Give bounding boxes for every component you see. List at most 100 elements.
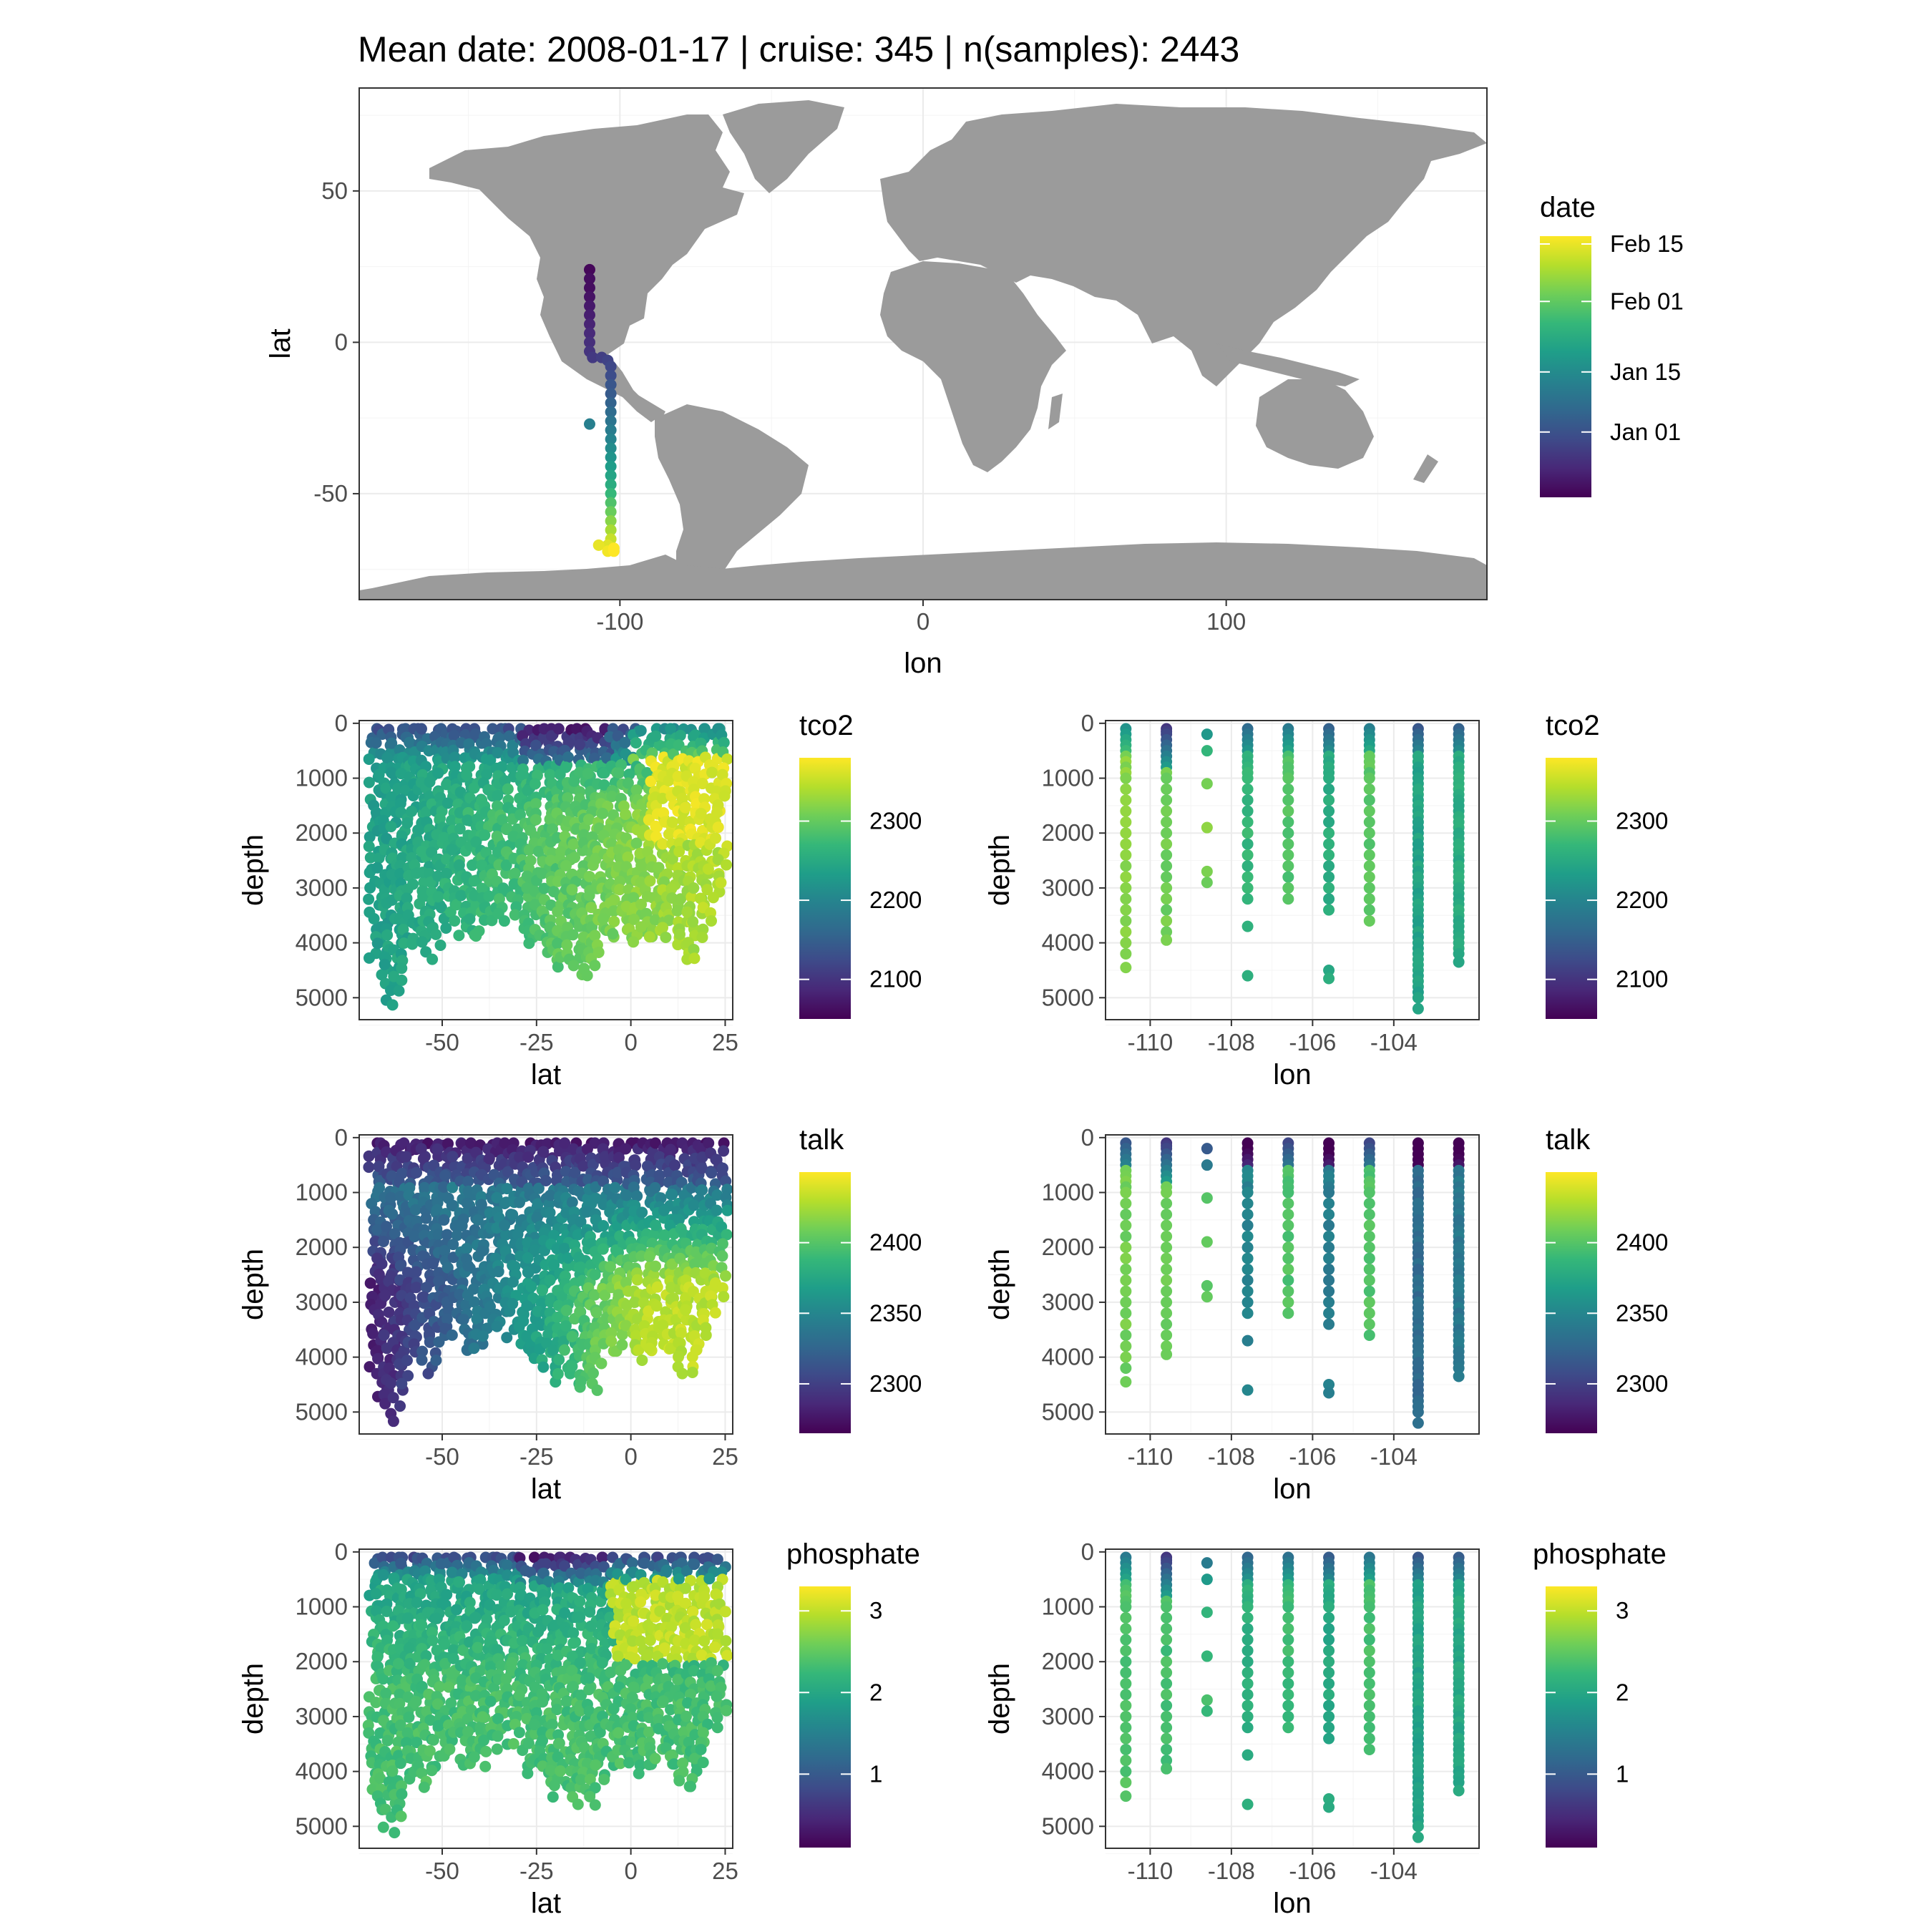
data-point (483, 890, 495, 902)
data-point (540, 1175, 552, 1187)
data-point (1201, 1279, 1213, 1292)
data-point (461, 769, 473, 781)
data-point (605, 1667, 617, 1679)
data-point (552, 937, 564, 950)
data-point (440, 922, 452, 934)
station-point (605, 442, 617, 454)
data-point (492, 1712, 504, 1724)
legend-label: 2100 (1616, 966, 1668, 992)
data-point (1161, 1219, 1173, 1231)
data-point (1323, 972, 1335, 985)
data-point (431, 1143, 444, 1155)
data-point (1282, 794, 1294, 806)
data-point (477, 1330, 489, 1342)
data-point (1161, 860, 1173, 872)
data-point (715, 877, 727, 889)
data-point (665, 723, 677, 735)
data-point (1363, 1252, 1375, 1264)
data-point (453, 1576, 465, 1588)
data-point (1201, 1159, 1213, 1171)
data-point (604, 1261, 616, 1273)
data-point (545, 730, 557, 742)
y-tick-label: 1000 (1042, 765, 1094, 791)
data-point (560, 1696, 572, 1708)
data-point (644, 1634, 656, 1646)
data-point (706, 766, 718, 779)
data-point (614, 884, 626, 896)
data-point (650, 1219, 662, 1231)
tco2-lon-plot: -110 -108 -106 -104010002000300040005000lon… (984, 710, 1668, 1091)
data-point (433, 1336, 445, 1348)
data-point (672, 771, 684, 783)
data-point (630, 737, 642, 749)
data-point (1120, 1318, 1132, 1330)
legend-label: 2300 (1616, 1370, 1668, 1397)
data-point (389, 1227, 401, 1239)
data-point (449, 761, 461, 773)
data-point (455, 836, 467, 848)
data-point (553, 1354, 565, 1366)
data-point (381, 1221, 393, 1233)
data-point (477, 1711, 489, 1723)
data-point (441, 1313, 453, 1325)
station-point (583, 263, 595, 275)
data-point (416, 1345, 429, 1357)
data-point (711, 1722, 723, 1734)
data-point (1161, 1274, 1173, 1287)
data-point (1241, 1209, 1254, 1221)
data-point (363, 753, 375, 765)
date-legend-title: date (1540, 192, 1596, 223)
y-tick-label: 2000 (296, 819, 348, 846)
data-point (626, 1691, 638, 1703)
data-point (567, 1637, 580, 1649)
data-point (1161, 1667, 1173, 1679)
data-point (395, 1810, 407, 1823)
data-point (696, 778, 708, 790)
data-point (522, 1151, 535, 1163)
station-point (605, 524, 617, 536)
station-point (583, 336, 595, 348)
data-point (586, 831, 598, 843)
data-point (491, 1743, 503, 1755)
data-point (1363, 838, 1375, 850)
legend-label: 2300 (1616, 807, 1668, 834)
x-tick-label: 0 (624, 1443, 637, 1470)
data-point (1161, 882, 1173, 894)
data-point (650, 730, 662, 742)
data-point (377, 1236, 389, 1248)
data-point (1201, 865, 1213, 877)
data-point (1201, 877, 1213, 889)
data-point (385, 821, 397, 833)
y-tick-label: 4000 (1042, 930, 1094, 956)
data-point (590, 1307, 602, 1319)
data-point (468, 1342, 480, 1355)
data-point (561, 939, 573, 951)
data-point (504, 730, 516, 742)
data-point (1363, 1307, 1375, 1319)
data-point (404, 736, 416, 748)
data-point (530, 798, 542, 810)
data-point (453, 859, 465, 871)
data-point (1120, 937, 1132, 949)
data-point (585, 902, 597, 914)
talk-lat-points (363, 1137, 733, 1428)
data-point (1201, 745, 1213, 757)
data-point (1241, 920, 1254, 932)
station-point (605, 460, 617, 472)
data-point (1201, 728, 1213, 741)
data-point (529, 778, 541, 790)
data-point (700, 1329, 712, 1341)
data-point (1363, 914, 1375, 927)
data-point (522, 1767, 534, 1780)
data-point (530, 814, 542, 826)
data-point (660, 1564, 673, 1576)
data-point (552, 723, 565, 735)
y-tick-label: 4000 (296, 930, 348, 956)
data-point (1241, 860, 1254, 872)
data-point (1120, 1340, 1132, 1352)
data-point (592, 946, 605, 958)
data-point (622, 851, 634, 863)
legend-label: 2200 (1616, 887, 1668, 913)
